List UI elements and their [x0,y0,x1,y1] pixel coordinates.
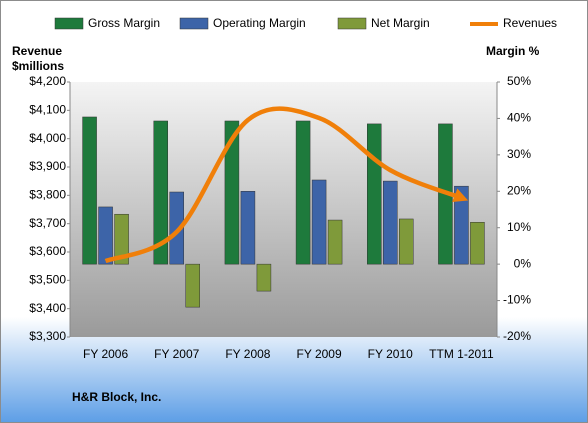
bar [454,185,469,265]
x-tick-label: TTM 1-2011 [429,347,494,361]
y-axis-title: Revenue $millions [12,44,65,73]
y-tick-label: $4,100 [29,103,66,117]
legend-label: Gross Margin [88,16,160,30]
bar [98,206,113,265]
bar [153,120,168,265]
x-tick-label: FY 2006 [83,347,128,361]
y-tick-label: $3,900 [29,159,66,173]
chart-title: H&R Block, Inc. [72,390,161,404]
y-tick-label: $3,300 [29,329,66,343]
y2-tick-label: 0% [514,256,532,270]
x-tick-label: FY 2009 [297,347,342,361]
bar [399,218,414,265]
y2-tick-label: 40% [507,111,531,125]
bar [295,120,311,265]
legend-swatch [337,17,367,30]
bar [256,263,272,292]
x-tick-label: FY 2008 [225,347,270,361]
y2-tick-label: 20% [507,183,531,197]
y-tick-label: $4,000 [29,131,66,145]
bar [367,123,382,265]
bar [169,191,184,265]
y2-axis-title: Margin % [486,44,540,58]
legend-label: Operating Margin [213,16,306,30]
y2-tick-label: -10% [503,293,531,307]
legend-label: Revenues [503,16,557,30]
bar [383,180,398,265]
y-tick-label: $3,400 [29,301,66,315]
y2-tick-label: 10% [507,220,531,234]
y2-tick-label: -20% [503,329,531,343]
y2-tick-label: 30% [507,147,531,161]
bar [114,213,129,265]
bar [327,219,343,265]
legend-swatch [54,17,84,30]
x-tick-label: FY 2007 [154,347,199,361]
y-tick-label: $4,200 [29,74,66,88]
legend-swatch [179,17,209,30]
bar [240,191,256,265]
y-tick-label: $3,700 [29,216,66,230]
bar [82,116,97,265]
revenue-line [104,106,469,264]
plot-area [70,82,497,337]
y-tick-label: $3,600 [29,244,66,258]
y2-tick-label: 50% [507,74,531,88]
y-tick-label: $3,500 [29,273,66,287]
bar [185,263,200,308]
bar [470,222,485,265]
x-tick-label: FY 2010 [368,347,413,361]
legend-label: Net Margin [371,16,430,30]
bar [224,120,240,265]
y-tick-label: $3,800 [29,188,66,202]
bar [311,179,327,265]
